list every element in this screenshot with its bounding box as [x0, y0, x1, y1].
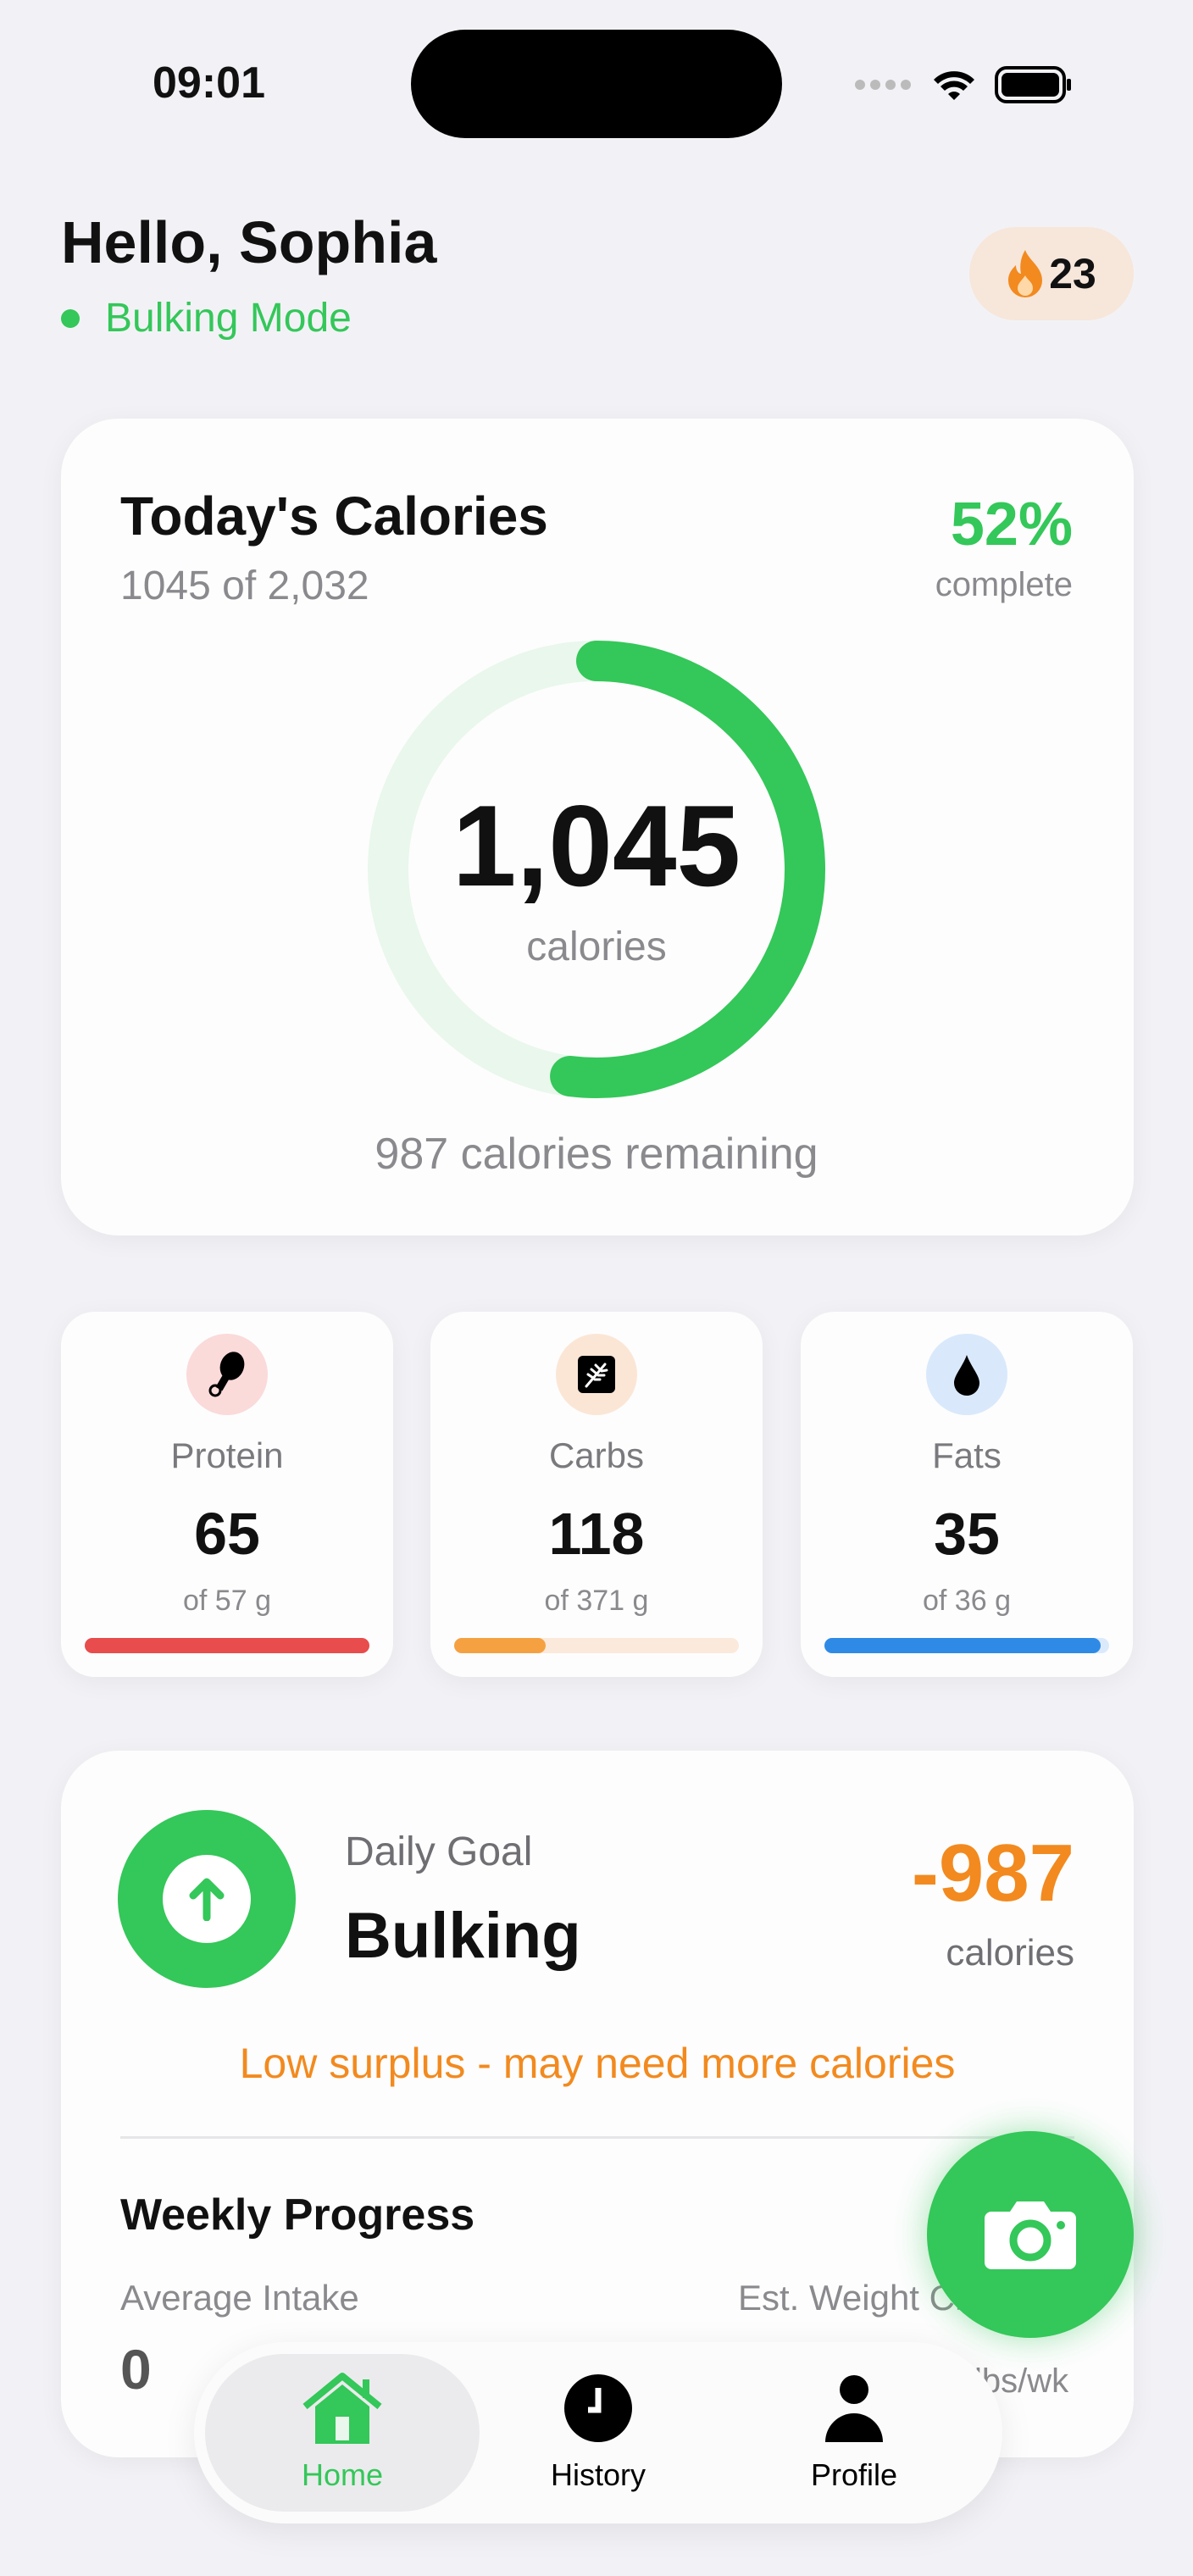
status-time: 09:01 — [153, 58, 265, 108]
goal-name: Bulking — [345, 1900, 581, 1972]
macro-goal: of 57 g — [183, 1585, 271, 1617]
goal-delta: -987 — [911, 1828, 1074, 1918]
macro-label: Protein — [170, 1435, 284, 1475]
wheat-icon — [578, 1356, 615, 1393]
tab-home[interactable]: Home — [205, 2354, 480, 2512]
macro-value: 35 — [934, 1501, 1000, 1567]
macro-progress-bar — [85, 1638, 369, 1653]
tab-label: History — [550, 2457, 646, 2492]
camera-button[interactable] — [927, 2131, 1134, 2338]
tab-bar: Home History Profile — [194, 2342, 1002, 2523]
mode-indicator: Bulking Mode — [61, 295, 352, 341]
clock-icon — [564, 2374, 632, 2442]
streak-badge[interactable]: 23 — [969, 227, 1134, 320]
goal-label: Daily Goal — [345, 1829, 533, 1874]
macro-progress-bar — [454, 1638, 739, 1653]
flame-icon — [1008, 250, 1043, 297]
macro-card-protein[interactable]: Protein 65 of 57 g — [61, 1312, 393, 1677]
dynamic-island — [411, 30, 782, 138]
tab-history[interactable]: History — [461, 2354, 735, 2512]
calories-percent: 52% — [950, 491, 1073, 558]
calories-remaining: 987 calories remaining — [375, 1130, 818, 1179]
goal-warning: Low surplus - may need more calories — [239, 2040, 956, 2087]
calories-card — [61, 419, 1134, 1235]
person-icon — [825, 2375, 883, 2442]
macro-progress-fill — [85, 1638, 369, 1653]
tab-label: Profile — [810, 2457, 898, 2492]
macro-card-fats[interactable]: Fats 35 of 36 g — [801, 1312, 1133, 1677]
tab-label: Home — [301, 2457, 384, 2492]
tab-profile[interactable]: Profile — [717, 2354, 991, 2512]
camera-icon — [985, 2201, 1076, 2269]
weekly-title: Weekly Progress — [120, 2190, 475, 2240]
mode-label: Bulking Mode — [105, 296, 352, 341]
calories-title: Today's Calories — [120, 486, 548, 547]
drumstick-icon — [208, 1352, 245, 1397]
macro-goal: of 371 g — [544, 1585, 649, 1617]
goal-card: Daily Goal Bulking -987 calories Low sur… — [61, 1751, 1134, 2457]
calorie-ring — [368, 641, 825, 1098]
macro-progress-bar — [824, 1638, 1109, 1653]
avg-intake-value: 0 — [120, 2338, 152, 2401]
avg-intake-label: Average Intake — [120, 2278, 359, 2318]
ring-progress — [368, 641, 825, 1098]
home-icon — [302, 2373, 382, 2444]
greeting: Hello, Sophia — [61, 209, 437, 275]
fats-icon-badge — [926, 1334, 1007, 1415]
carbs-icon-badge — [556, 1334, 637, 1415]
macro-progress-fill — [824, 1638, 1101, 1653]
droplet-icon — [954, 1355, 979, 1396]
status-dot — [61, 308, 80, 328]
macro-label: Carbs — [548, 1435, 645, 1475]
protein-icon-badge — [186, 1334, 268, 1415]
status-icons — [854, 66, 1073, 103]
cellular-icon — [855, 80, 911, 90]
calories-subtitle: 1045 of 2,032 — [120, 564, 369, 608]
calories-value: 1,045 — [452, 781, 741, 910]
goal-delta-unit: calories — [946, 1932, 1074, 1974]
streak-count: 23 — [1049, 250, 1096, 297]
macro-goal: of 36 g — [923, 1585, 1011, 1617]
calories-percent-label: complete — [935, 566, 1073, 603]
macro-label: Fats — [932, 1435, 1002, 1475]
macro-value: 65 — [194, 1501, 260, 1567]
macro-progress-fill — [454, 1638, 546, 1653]
arrow-up-icon — [189, 1878, 225, 1921]
battery-icon — [995, 66, 1071, 103]
divider — [120, 2136, 1074, 2139]
macro-card-carbs[interactable]: Carbs 118 of 371 g — [430, 1312, 763, 1677]
macro-value: 118 — [548, 1501, 645, 1567]
goal-icon-badge — [118, 1810, 296, 1988]
calories-unit: calories — [526, 924, 667, 969]
wifi-icon — [934, 71, 974, 100]
